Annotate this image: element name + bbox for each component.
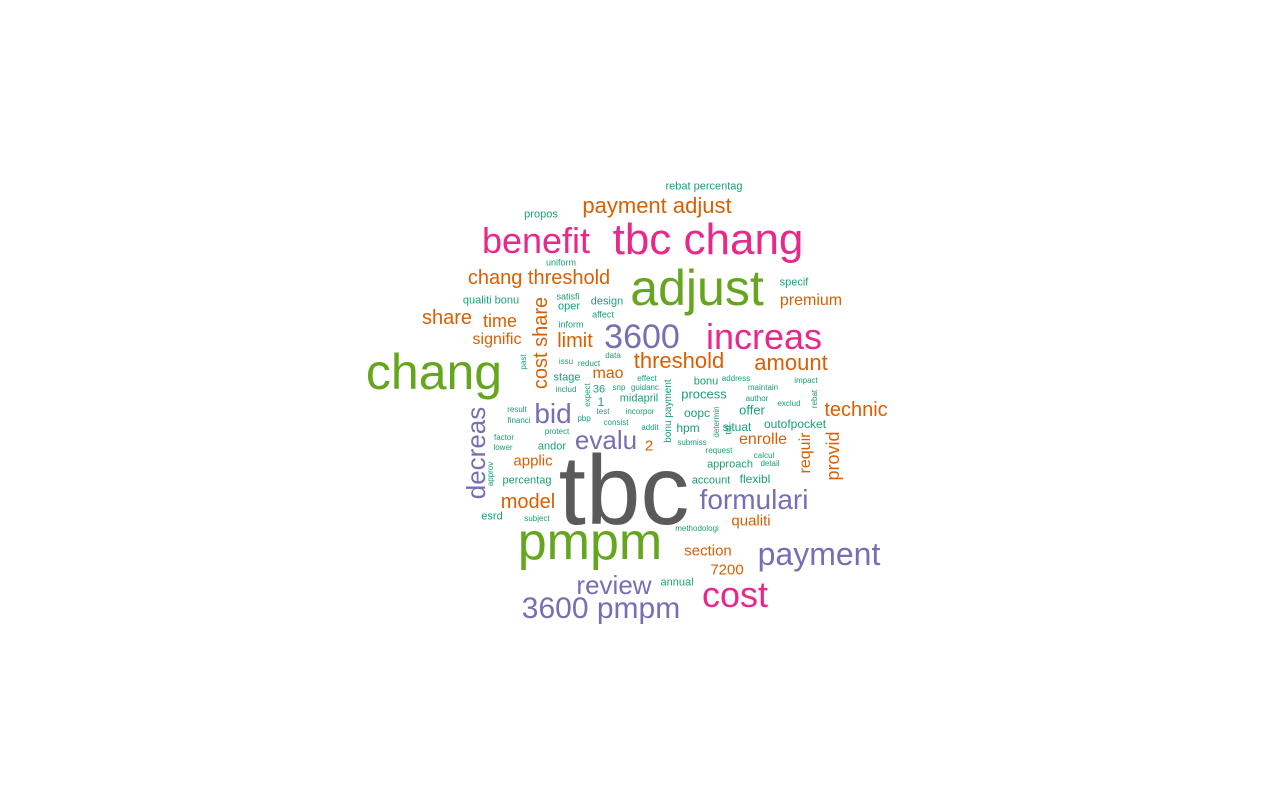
word-inform: inform xyxy=(558,319,584,330)
word-cost: cost xyxy=(701,574,769,615)
word-situat: situat xyxy=(722,420,752,434)
word-provid: provid xyxy=(823,431,843,481)
word-factor: factor xyxy=(493,433,515,442)
word-calcul: calcul xyxy=(753,451,775,460)
word-limit: limit xyxy=(557,330,593,352)
word-cost-share: cost share xyxy=(530,296,552,390)
word-chang: chang xyxy=(365,344,503,400)
word-increas: increas xyxy=(705,316,823,357)
word-rebat: rebat xyxy=(810,389,819,409)
word-bonu: bonu xyxy=(693,375,719,388)
word-bid: bid xyxy=(534,398,572,429)
word-rebat-percentag: rebat percentag xyxy=(665,180,743,193)
word-payment: payment xyxy=(757,536,881,572)
word-offer: offer xyxy=(739,402,765,418)
word-premium: premium xyxy=(779,292,843,309)
word-process: process xyxy=(681,386,727,402)
word-share: share xyxy=(421,307,473,329)
word-detail: detail xyxy=(760,459,780,468)
word-exclud: exclud xyxy=(777,399,801,408)
word-flexibl: flexibl xyxy=(739,472,771,486)
word-approach: approach xyxy=(707,458,753,471)
word-data: data xyxy=(605,351,621,360)
word-36: 36 xyxy=(592,383,606,396)
word-tbc: tbc xyxy=(558,435,690,545)
word-propos: propos xyxy=(524,208,558,221)
word-lower: lower xyxy=(493,443,513,452)
word-bonu-payment: bonu payment xyxy=(663,379,674,443)
word-maintain: maintain xyxy=(747,383,779,392)
word-protect: protect xyxy=(544,427,570,436)
word-account: account xyxy=(691,474,731,487)
word-uniform: uniform xyxy=(545,257,577,268)
word-reduct: reduct xyxy=(577,359,601,368)
word-time: time xyxy=(482,311,518,331)
word-7200: 7200 xyxy=(710,561,744,579)
word-stage: stage xyxy=(553,371,581,384)
word-specif: specif xyxy=(779,276,809,289)
word-section: section xyxy=(684,542,732,560)
word-affect: affect xyxy=(592,309,614,320)
word-pmpm: pmpm xyxy=(517,513,663,571)
word-threshold: threshold xyxy=(633,348,725,373)
word-effect: effect xyxy=(637,374,657,383)
word-hpm: hpm xyxy=(676,421,700,435)
word-3600: 3600 xyxy=(604,318,680,356)
word-mao: mao xyxy=(592,365,624,382)
word-applic: applic xyxy=(513,452,553,470)
word-qualiti-bonu: qualiti bonu xyxy=(462,294,520,307)
word-past: past xyxy=(519,354,528,370)
word-address: address xyxy=(721,374,751,383)
word-1: 1 xyxy=(597,395,605,409)
word-determin: determin xyxy=(712,406,721,438)
word-financi: financi xyxy=(507,416,531,425)
word-issu: issu xyxy=(558,357,574,366)
word-esrd: esrd xyxy=(481,510,503,523)
word-adjust: adjust xyxy=(630,260,764,316)
word-snp: snp xyxy=(612,383,626,392)
word-test: test xyxy=(596,407,610,416)
word-expect: expect xyxy=(583,383,592,407)
word-qualiti: qualiti xyxy=(731,512,771,530)
word-benefit: benefit xyxy=(481,220,591,261)
word-addit: addit xyxy=(641,423,659,432)
word-percentag: percentag xyxy=(502,474,552,487)
word-review: review xyxy=(576,570,652,600)
word-amount: amount xyxy=(754,350,828,375)
word-oopc: oopc xyxy=(683,406,711,420)
word-tbc-chang: tbc chang xyxy=(612,215,804,264)
word-enrolle: enrolle xyxy=(738,431,788,448)
word-result: result xyxy=(507,405,527,414)
word-annual: annual xyxy=(660,576,694,589)
word-guidanc: guidanc xyxy=(630,383,660,392)
word-request: request xyxy=(705,446,733,455)
word-formulari: formulari xyxy=(699,484,809,515)
word-approv: approv xyxy=(486,461,495,487)
word-chang-threshold: chang threshold xyxy=(467,267,611,289)
word-technic: technic xyxy=(824,399,888,421)
word-signific: signific xyxy=(472,331,522,348)
word-author: author xyxy=(745,394,769,403)
word-submiss: submiss xyxy=(677,438,707,447)
word-requir: requir xyxy=(797,432,814,474)
word-payment-adjust: payment adjust xyxy=(582,193,732,218)
word-satisfi: satisfi xyxy=(556,291,580,302)
word-oper: oper xyxy=(557,300,581,313)
word-incorpor: incorpor xyxy=(625,407,655,416)
word-outofpocket: outofpocket xyxy=(763,417,827,431)
word-impact: impact xyxy=(794,376,818,385)
word-midapril: midapril xyxy=(619,392,659,405)
word-2: 2 xyxy=(644,437,654,455)
word-consist: consist xyxy=(603,418,629,427)
word-subject: subject xyxy=(524,514,550,523)
word-3600-pmpm: 3600 pmpm xyxy=(521,592,681,625)
word-evalu: evalu xyxy=(574,425,638,455)
word-andor: andor xyxy=(537,440,567,453)
word-methodologi: methodologi xyxy=(675,524,719,533)
word-model: model xyxy=(500,491,556,513)
word-design: design xyxy=(590,295,624,308)
word-pbp: pbp xyxy=(577,414,591,423)
word-includ: includ xyxy=(555,385,577,394)
